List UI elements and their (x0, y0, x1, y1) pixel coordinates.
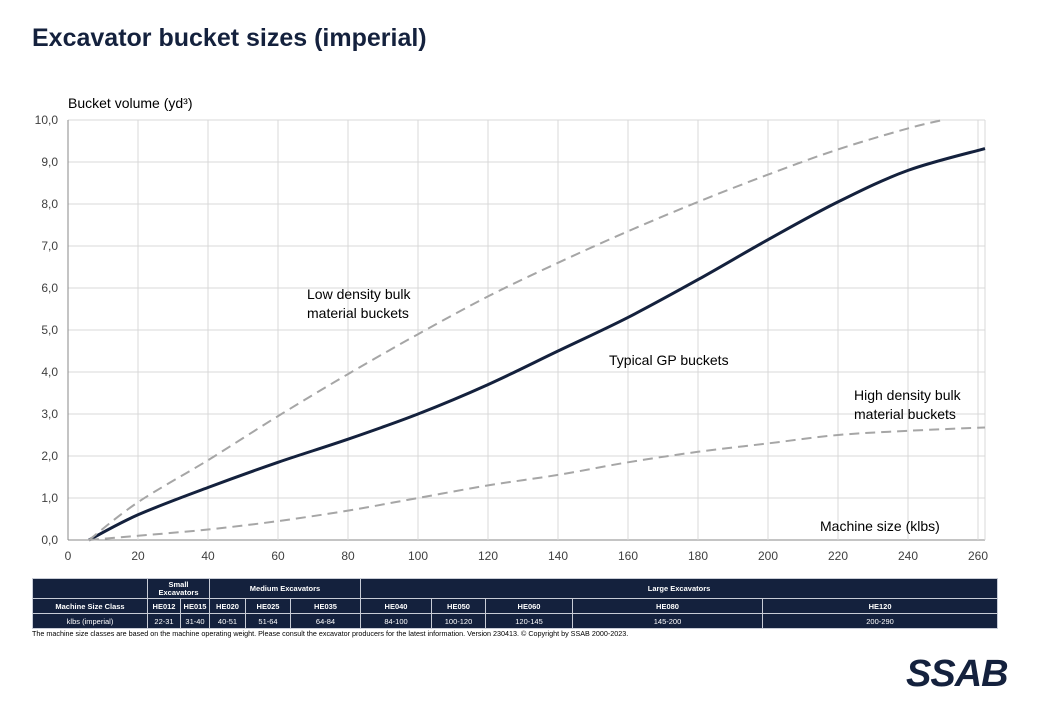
class-cell-he025: HE025 (245, 598, 291, 614)
x-tick-label: 120 (478, 549, 498, 563)
klbs-row: klbs (imperial) 22-31 31-40 40-51 51-64 64-8… (32, 613, 999, 629)
x-tick-label: 60 (271, 549, 285, 563)
klbs-cell: 51-64 (245, 613, 291, 629)
class-row: Machine Size Class HE012 HE015 HE020 HE025 H… (32, 598, 999, 614)
x-tick-label: 260 (968, 549, 988, 563)
class-cell-he020: HE020 (209, 598, 246, 614)
x-tick-label: 80 (341, 549, 355, 563)
machine-size-table: Small Excavators Medium Excavators Large… (32, 578, 999, 629)
class-cell-he080: HE080 (572, 598, 764, 614)
klbs-cell: 100-120 (431, 613, 487, 629)
klbs-cell: 64-84 (289, 613, 362, 629)
x-tick-label: 0 (65, 549, 72, 563)
x-axis-label: Machine size (klbs) (820, 518, 940, 534)
klbs-cell: 31-40 (180, 613, 210, 629)
class-cell-he040: HE040 (360, 598, 433, 614)
klbs-cell: 84-100 (360, 613, 433, 629)
klbs-cell: 145-200 (572, 613, 764, 629)
group-large: Large Excavators (360, 578, 999, 599)
y-axis-label: Bucket volume (yd³) (68, 95, 192, 111)
annotation-high-density: High density bulk (854, 387, 962, 403)
x-tick-label: 180 (688, 549, 708, 563)
footnote: The machine size classes are based on th… (32, 629, 629, 638)
y-tick-label: 9,0 (41, 155, 58, 169)
class-cell-he015: HE015 (180, 598, 210, 614)
y-tick-label: 1,0 (41, 491, 58, 505)
class-cell-he060: HE060 (485, 598, 574, 614)
group-medium: Medium Excavators (208, 578, 362, 599)
empty-cell (32, 578, 148, 599)
annotation-high-density-2: material buckets (854, 406, 956, 422)
group-row: Small Excavators Medium Excavators Large… (32, 578, 999, 599)
x-tick-label: 100 (408, 549, 428, 563)
ssab-logo: SSAB (906, 653, 1009, 695)
x-tick-label: 160 (618, 549, 638, 563)
class-cell-he050: HE050 (431, 598, 487, 614)
y-tick-label: 6,0 (41, 281, 58, 295)
class-cell-he012: HE012 (147, 598, 181, 614)
y-tick-label: 10,0 (35, 113, 59, 127)
group-small: Small Excavators (147, 578, 210, 599)
y-tick-label: 3,0 (41, 407, 58, 421)
class-cell-he120: HE120 (762, 598, 999, 614)
x-tick-label: 20 (131, 549, 145, 563)
row-label: klbs (imperial) (32, 613, 148, 629)
series-line-2 (88, 426, 986, 541)
x-tick-label: 140 (548, 549, 568, 563)
series-line-0 (88, 147, 986, 542)
x-tick-label: 220 (828, 549, 848, 563)
chart: 0,0 1,0 2,0 3,0 4,0 5,0 6,0 7,0 8,0 9,0 10,0 0 20 40 6… (35, 95, 989, 563)
y-tick-label: 7,0 (41, 239, 58, 253)
y-tick-label: 0,0 (41, 533, 58, 547)
y-tick-label: 4,0 (41, 365, 58, 379)
klbs-cell: 120-145 (485, 613, 574, 629)
page-title: Excavator bucket sizes (imperial) (32, 24, 427, 52)
klbs-cell: 22-31 (147, 613, 181, 629)
y-tick-label: 2,0 (41, 449, 58, 463)
class-cell-he035: HE035 (289, 598, 362, 614)
x-tick-label: 40 (201, 549, 215, 563)
y-tick-label: 8,0 (41, 197, 58, 211)
klbs-cell: 200-290 (762, 613, 999, 629)
annotation-low-density-2: material buckets (307, 305, 409, 321)
x-tick-label: 240 (898, 549, 918, 563)
annotation-low-density: Low density bulk (307, 286, 412, 302)
series-line-1 (88, 119, 944, 541)
x-tick-label: 200 (758, 549, 778, 563)
annotation-gp: Typical GP buckets (609, 352, 729, 368)
y-tick-label: 5,0 (41, 323, 58, 337)
row-label: Machine Size Class (32, 598, 148, 614)
klbs-cell: 40-51 (209, 613, 246, 629)
